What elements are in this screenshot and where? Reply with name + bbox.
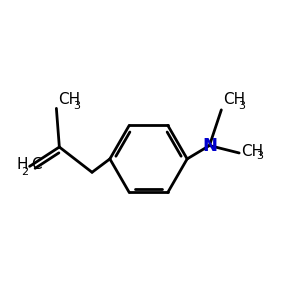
Text: N: N: [202, 136, 217, 154]
Text: CH: CH: [241, 144, 263, 159]
Text: H: H: [16, 158, 28, 172]
Text: 3: 3: [73, 101, 80, 111]
Text: 3: 3: [256, 151, 263, 161]
Text: CH: CH: [58, 92, 80, 107]
Text: 3: 3: [238, 101, 245, 111]
Text: CH: CH: [223, 92, 245, 107]
Text: C: C: [31, 158, 42, 172]
Text: 2: 2: [21, 167, 28, 177]
